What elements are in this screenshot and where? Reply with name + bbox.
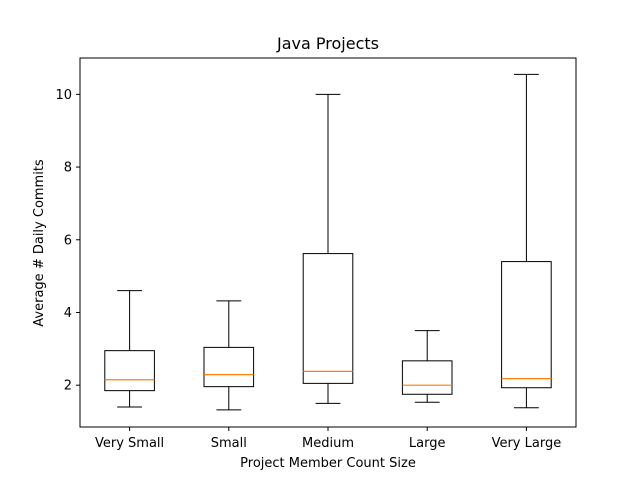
y-tick-label: 2 [64,379,72,394]
box-group [302,93,354,404]
y-axis: 2 4 6 8 10 [55,88,80,394]
box-group [401,330,453,403]
iqr-box [302,253,354,384]
iqr-box [203,346,255,388]
iqr-box [501,261,552,389]
box-group [501,73,552,409]
y-tick-label: 4 [64,306,72,321]
x-tick-label: Medium [302,436,354,451]
y-tick-label: 8 [64,161,72,176]
boxes [104,73,552,411]
x-tick-label: Very Small [95,436,164,451]
y-tick-label: 10 [55,88,72,103]
x-tick-label: Very Large [492,436,562,451]
y-axis-label: Average # Daily Commits [32,159,47,327]
box-group [203,300,255,411]
iqr-box [401,360,453,395]
x-axis: Very Small Small Medium Large Very Large [95,427,561,451]
iqr-box [104,350,155,392]
y-tick-label: 6 [64,233,72,248]
x-tick-label: Large [409,436,446,451]
chart-title: Java Projects [276,34,379,53]
x-axis-label: Project Member Count Size [240,456,416,471]
x-tick-label: Small [211,436,247,451]
box-group [104,290,155,408]
